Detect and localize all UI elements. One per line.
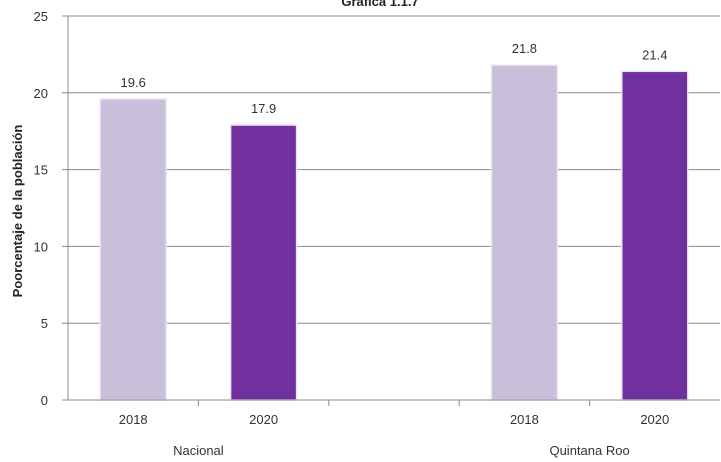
bar-quintana-roo-2018 xyxy=(490,64,559,401)
y-axis-label: Poorcentaje de la población xyxy=(10,125,25,298)
x-category-label: 2020 xyxy=(640,412,669,427)
x-axis: 2018 2020 Nacional 2018 2020 Quintana Roo xyxy=(68,399,720,458)
bar-nacional-2020 xyxy=(229,124,298,401)
y-axis-ticks: 0 5 10 15 20 25 xyxy=(34,9,69,408)
y-tick-label: 15 xyxy=(34,163,48,178)
bars: 19.6 17.9 21.8 21.4 xyxy=(99,41,689,401)
data-label: 21.4 xyxy=(642,47,667,62)
y-tick-label: 20 xyxy=(34,86,48,101)
x-category-label: 2018 xyxy=(510,412,539,427)
data-label: 21.8 xyxy=(512,41,537,56)
x-group-label: Nacional xyxy=(173,443,224,458)
data-label: 19.6 xyxy=(121,75,146,90)
y-tick-label: 0 xyxy=(41,393,48,408)
x-category-label: 2018 xyxy=(119,412,148,427)
y-tick-label: 10 xyxy=(34,239,48,254)
bar-nacional-2018 xyxy=(99,98,167,401)
y-tick-label: 5 xyxy=(41,316,48,331)
y-tick-label: 25 xyxy=(34,9,48,24)
x-category-label: 2020 xyxy=(249,412,278,427)
gridlines xyxy=(68,15,720,324)
chart-title: Gráfica 1.1.7 xyxy=(341,0,418,9)
x-group-label: Quintana Roo xyxy=(549,443,629,458)
data-label: 17.9 xyxy=(251,101,276,116)
bar-quintana-roo-2020 xyxy=(621,70,689,401)
